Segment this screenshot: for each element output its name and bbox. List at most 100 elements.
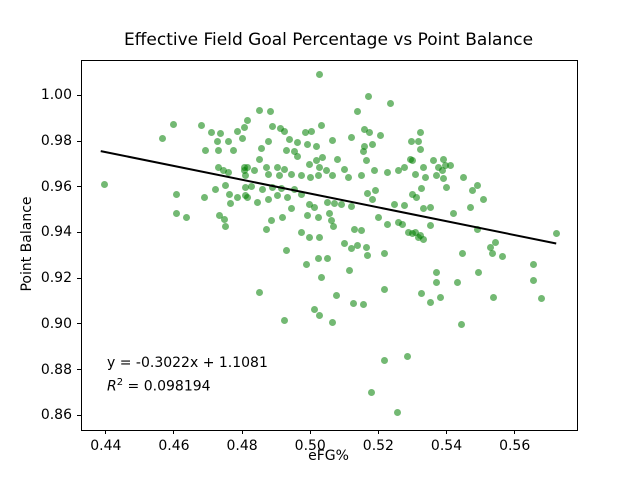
scatter-point: [364, 93, 372, 101]
scatter-point: [282, 146, 290, 154]
scatter-point: [200, 194, 208, 202]
scatter-point: [486, 243, 494, 251]
scatter-point: [215, 164, 223, 172]
scatter-point: [416, 129, 424, 137]
scatter-point: [407, 137, 415, 145]
scatter-point: [267, 217, 275, 225]
scatter-point: [347, 203, 355, 211]
scatter-point: [538, 295, 546, 303]
x-tick-label: 0.48: [226, 438, 258, 454]
scatter-point: [304, 212, 312, 220]
y-axis-label: Point Balance: [19, 196, 35, 292]
plot-area: y = -0.3022x + 1.1081 R2 = 0.098194 0.44…: [41, 60, 578, 454]
scatter-point: [346, 267, 354, 275]
scatter-point: [291, 148, 299, 156]
scatter-point: [328, 172, 336, 180]
scatter-point: [276, 124, 284, 132]
scatter-point: [408, 190, 416, 198]
scatter-point: [359, 147, 367, 155]
scatter-point: [420, 164, 428, 172]
equation-text: y = -0.3022x + 1.1081: [107, 355, 268, 371]
scatter-point: [436, 293, 444, 301]
scatter-point: [240, 167, 248, 175]
scatter-point: [255, 106, 263, 114]
scatter-point: [215, 146, 223, 154]
y-tick-label: 0.94: [40, 224, 72, 241]
y-tick-label: 0.90: [40, 315, 72, 332]
scatter-point: [255, 288, 263, 296]
scatter-point: [491, 238, 499, 246]
x-tick: [377, 430, 379, 434]
scatter-point: [233, 193, 241, 201]
scatter-point: [287, 205, 295, 213]
scatter-point: [311, 203, 319, 211]
scatter-point: [197, 121, 205, 129]
scatter-point: [362, 243, 370, 251]
scatter-point: [294, 152, 302, 160]
scatter-point: [435, 163, 443, 171]
scatter-point: [307, 174, 315, 182]
scatter-point: [408, 229, 416, 237]
x-tick-label: 0.52: [362, 438, 394, 454]
scatter-point: [446, 162, 454, 170]
scatter-point: [433, 278, 441, 286]
scatter-point: [468, 187, 476, 195]
scatter-point: [357, 227, 365, 235]
scatter-point: [361, 142, 369, 150]
scatter-point: [306, 160, 314, 168]
scatter-point: [415, 137, 423, 145]
scatter-point: [384, 169, 392, 177]
scatter-point: [369, 140, 377, 148]
scatter-point: [302, 260, 310, 268]
scatter-point: [426, 298, 434, 306]
scatter-point: [394, 167, 402, 175]
scatter-point: [337, 200, 345, 208]
scatter-point: [265, 195, 273, 203]
scatter-point: [348, 134, 356, 142]
scatter-point: [354, 108, 362, 116]
scatter-point: [214, 138, 222, 146]
scatter-point: [368, 388, 376, 396]
scatter-point: [225, 137, 233, 145]
scatter-point: [552, 229, 560, 237]
scatter-point: [262, 225, 270, 233]
scatter-point: [324, 198, 332, 206]
scatter-point: [530, 277, 538, 285]
y-tick: [77, 369, 81, 371]
scatter-point: [183, 213, 191, 221]
scatter-point: [306, 233, 314, 241]
x-tick: [514, 430, 516, 434]
y-tick-label: 0.86: [40, 407, 72, 424]
scatter-point: [426, 203, 434, 211]
scatter-point: [391, 200, 399, 208]
scatter-point: [341, 165, 349, 173]
scatter-point: [318, 122, 326, 130]
scatter-point: [250, 167, 258, 175]
y-tick: [77, 94, 81, 96]
scatter-point: [426, 222, 434, 230]
y-tick-label: 0.98: [40, 133, 72, 150]
scatter-point: [364, 252, 372, 260]
scatter-point: [418, 184, 426, 192]
scatter-point: [101, 181, 109, 189]
scatter-point: [259, 185, 267, 193]
scatter-point: [328, 136, 336, 144]
scatter-point: [230, 146, 238, 154]
scatter-point: [404, 228, 412, 236]
scatter-point: [304, 140, 312, 148]
scatter-point: [386, 99, 394, 107]
scatter-point: [238, 134, 246, 142]
scatter-point: [420, 235, 428, 243]
scatter-point: [371, 167, 379, 175]
scatter-point: [377, 132, 385, 140]
scatter-point: [279, 213, 287, 221]
y-tick-label: 0.88: [40, 361, 72, 378]
scatter-point: [371, 187, 379, 195]
scatter-point: [329, 223, 337, 231]
y-tick: [77, 186, 81, 188]
scatter-point: [453, 278, 461, 286]
scatter-point: [530, 260, 538, 268]
y-tick: [77, 323, 81, 325]
scatter-point: [316, 163, 324, 171]
scatter-point: [466, 203, 474, 211]
